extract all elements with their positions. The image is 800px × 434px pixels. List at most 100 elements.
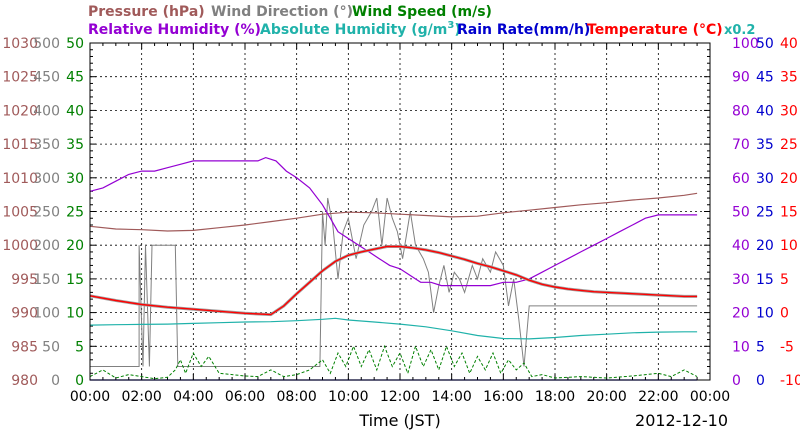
y-tick-label-temperature: 25 — [780, 137, 798, 153]
y-tick-label-wind-direction: 200 — [33, 238, 60, 254]
y-tick-label-temperature: 10 — [780, 238, 798, 254]
y-tick-label-rain-rate: 20 — [756, 238, 774, 254]
y-tick-label-pressure: 1000 — [2, 238, 38, 254]
y-tick-label-wind-speed: 15 — [66, 272, 84, 288]
y-tick-label-temperature: -10 — [780, 373, 800, 389]
legend-wind-speed: Wind Speed (m/s) — [352, 4, 492, 20]
y-tick-label-temperature: 35 — [780, 70, 798, 86]
x-tick-label: 12:00 — [380, 389, 420, 405]
x-tick-label: 06:00 — [225, 389, 265, 405]
y-tick-label-wind-speed: 0 — [75, 373, 84, 389]
y-tick-label-temperature: 30 — [780, 103, 798, 119]
y-tick-label-relative-humidity: 80 — [732, 103, 750, 119]
y-tick-label-wind-speed: 35 — [66, 137, 84, 153]
x-tick-label: 00:00 — [690, 389, 730, 405]
y-tick-label-relative-humidity: 30 — [732, 272, 750, 288]
y-tick-label-temperature: 20 — [780, 171, 798, 187]
y-tick-label-wind-speed: 30 — [66, 171, 84, 187]
y-tick-label-temperature: -5 — [780, 339, 794, 355]
y-tick-label-wind-speed: 50 — [66, 36, 84, 52]
x-tick-label: 18:00 — [535, 389, 575, 405]
y-tick-label-temperature: 0 — [780, 306, 789, 322]
y-tick-label-rain-rate: 0 — [756, 373, 765, 389]
legend-multiplier: x0.2 — [724, 23, 755, 38]
y-tick-label-relative-humidity: 10 — [732, 339, 750, 355]
legend-temperature: Temperature (°C) — [587, 22, 723, 38]
y-tick-label-rain-rate: 35 — [756, 137, 774, 153]
y-tick-label-relative-humidity: 40 — [732, 238, 750, 254]
y-tick-label-pressure: 1010 — [2, 171, 38, 187]
y-tick-label-rain-rate: 30 — [756, 171, 774, 187]
x-tick-label: 08:00 — [276, 389, 316, 405]
legend-relative-humidity: Relative Humidity (%) — [88, 22, 261, 38]
x-tick-label: 02:00 — [121, 389, 161, 405]
legend-wind-direction: Wind Direction (°) — [211, 4, 353, 20]
y-tick-label-rain-rate: 45 — [756, 70, 774, 86]
legend-absolute-humidity: Absolute Humidity (g/m3) — [260, 20, 461, 38]
y-tick-label-wind-speed: 20 — [66, 238, 84, 254]
legend-pressure: Pressure (hPa) — [88, 4, 205, 20]
y-tick-label-temperature: 40 — [780, 36, 798, 52]
series-pressure — [89, 192, 698, 232]
x-tick-label: 14:00 — [431, 389, 471, 405]
x-tick-label: 20:00 — [586, 389, 626, 405]
date-label: 2012-12-10 — [635, 411, 728, 430]
y-tick-label-pressure: 1025 — [2, 70, 38, 86]
y-tick-label-temperature: 5 — [780, 272, 789, 288]
y-tick-label-relative-humidity: 90 — [732, 70, 750, 86]
legend-absolute-humidity-sup: 3 — [447, 20, 454, 31]
y-tick-label-wind-speed: 5 — [75, 339, 84, 355]
y-tick-label-wind-direction: 100 — [33, 306, 60, 322]
axis-layer: 9809859909951000100510101015102010251030… — [2, 36, 800, 405]
x-tick-label: 00:00 — [70, 389, 110, 405]
y-tick-label-rain-rate: 50 — [756, 36, 774, 52]
y-tick-label-wind-speed: 40 — [66, 103, 84, 119]
y-tick-label-wind-direction: 0 — [51, 373, 60, 389]
legend-rain-rate: Rain Rate(mm/h) — [457, 22, 590, 38]
y-tick-label-wind-direction: 50 — [42, 339, 60, 355]
y-tick-label-wind-direction: 350 — [33, 137, 60, 153]
plot-frame — [89, 42, 711, 381]
legend-absolute-humidity-suffix: ) — [454, 22, 460, 38]
y-tick-label-pressure: 1020 — [2, 103, 38, 119]
y-tick-label-temperature: 15 — [780, 205, 798, 221]
y-tick-label-rain-rate: 10 — [756, 306, 774, 322]
y-tick-label-relative-humidity: 0 — [732, 373, 741, 389]
y-tick-label-wind-speed: 45 — [66, 70, 84, 86]
y-tick-label-wind-direction: 400 — [33, 103, 60, 119]
x-axis-label: Time (JST) — [358, 411, 440, 430]
x-tick-label: 16:00 — [483, 389, 523, 405]
x-tick-label: 10:00 — [328, 389, 368, 405]
series-absolute-humidity — [89, 317, 698, 340]
y-tick-label-wind-direction: 450 — [33, 70, 60, 86]
y-tick-label-pressure: 1015 — [2, 137, 38, 153]
y-tick-label-wind-direction: 300 — [33, 171, 60, 187]
y-tick-label-wind-direction: 150 — [33, 272, 60, 288]
y-tick-label-pressure: 990 — [11, 306, 38, 322]
legend-absolute-humidity-prefix: Absolute Humidity (g/m — [260, 22, 447, 38]
y-tick-label-pressure: 985 — [11, 339, 38, 355]
y-tick-label-relative-humidity: 20 — [732, 306, 750, 322]
y-tick-label-rain-rate: 5 — [756, 339, 765, 355]
y-tick-label-wind-speed: 25 — [66, 205, 84, 221]
y-tick-label-pressure: 980 — [11, 373, 38, 389]
y-tick-label-rain-rate: 15 — [756, 272, 774, 288]
series-relative-humidity — [89, 156, 698, 287]
x-tick-label: 04:00 — [173, 389, 213, 405]
y-tick-label-wind-direction: 500 — [33, 36, 60, 52]
series-temperature — [89, 245, 698, 316]
y-tick-label-relative-humidity: 50 — [732, 205, 750, 221]
y-tick-label-relative-humidity: 60 — [732, 171, 750, 187]
y-tick-label-relative-humidity: 70 — [732, 137, 750, 153]
y-tick-label-pressure: 995 — [11, 272, 38, 288]
y-tick-label-wind-speed: 10 — [66, 306, 84, 322]
x-tick-label: 22:00 — [638, 389, 678, 405]
y-tick-label-pressure: 1005 — [2, 205, 38, 221]
y-tick-label-pressure: 1030 — [2, 36, 38, 52]
series-wind-direction — [90, 197, 698, 367]
y-tick-label-rain-rate: 25 — [756, 205, 774, 221]
y-tick-label-relative-humidity: 100 — [732, 36, 759, 52]
y-tick-label-rain-rate: 40 — [756, 103, 774, 119]
